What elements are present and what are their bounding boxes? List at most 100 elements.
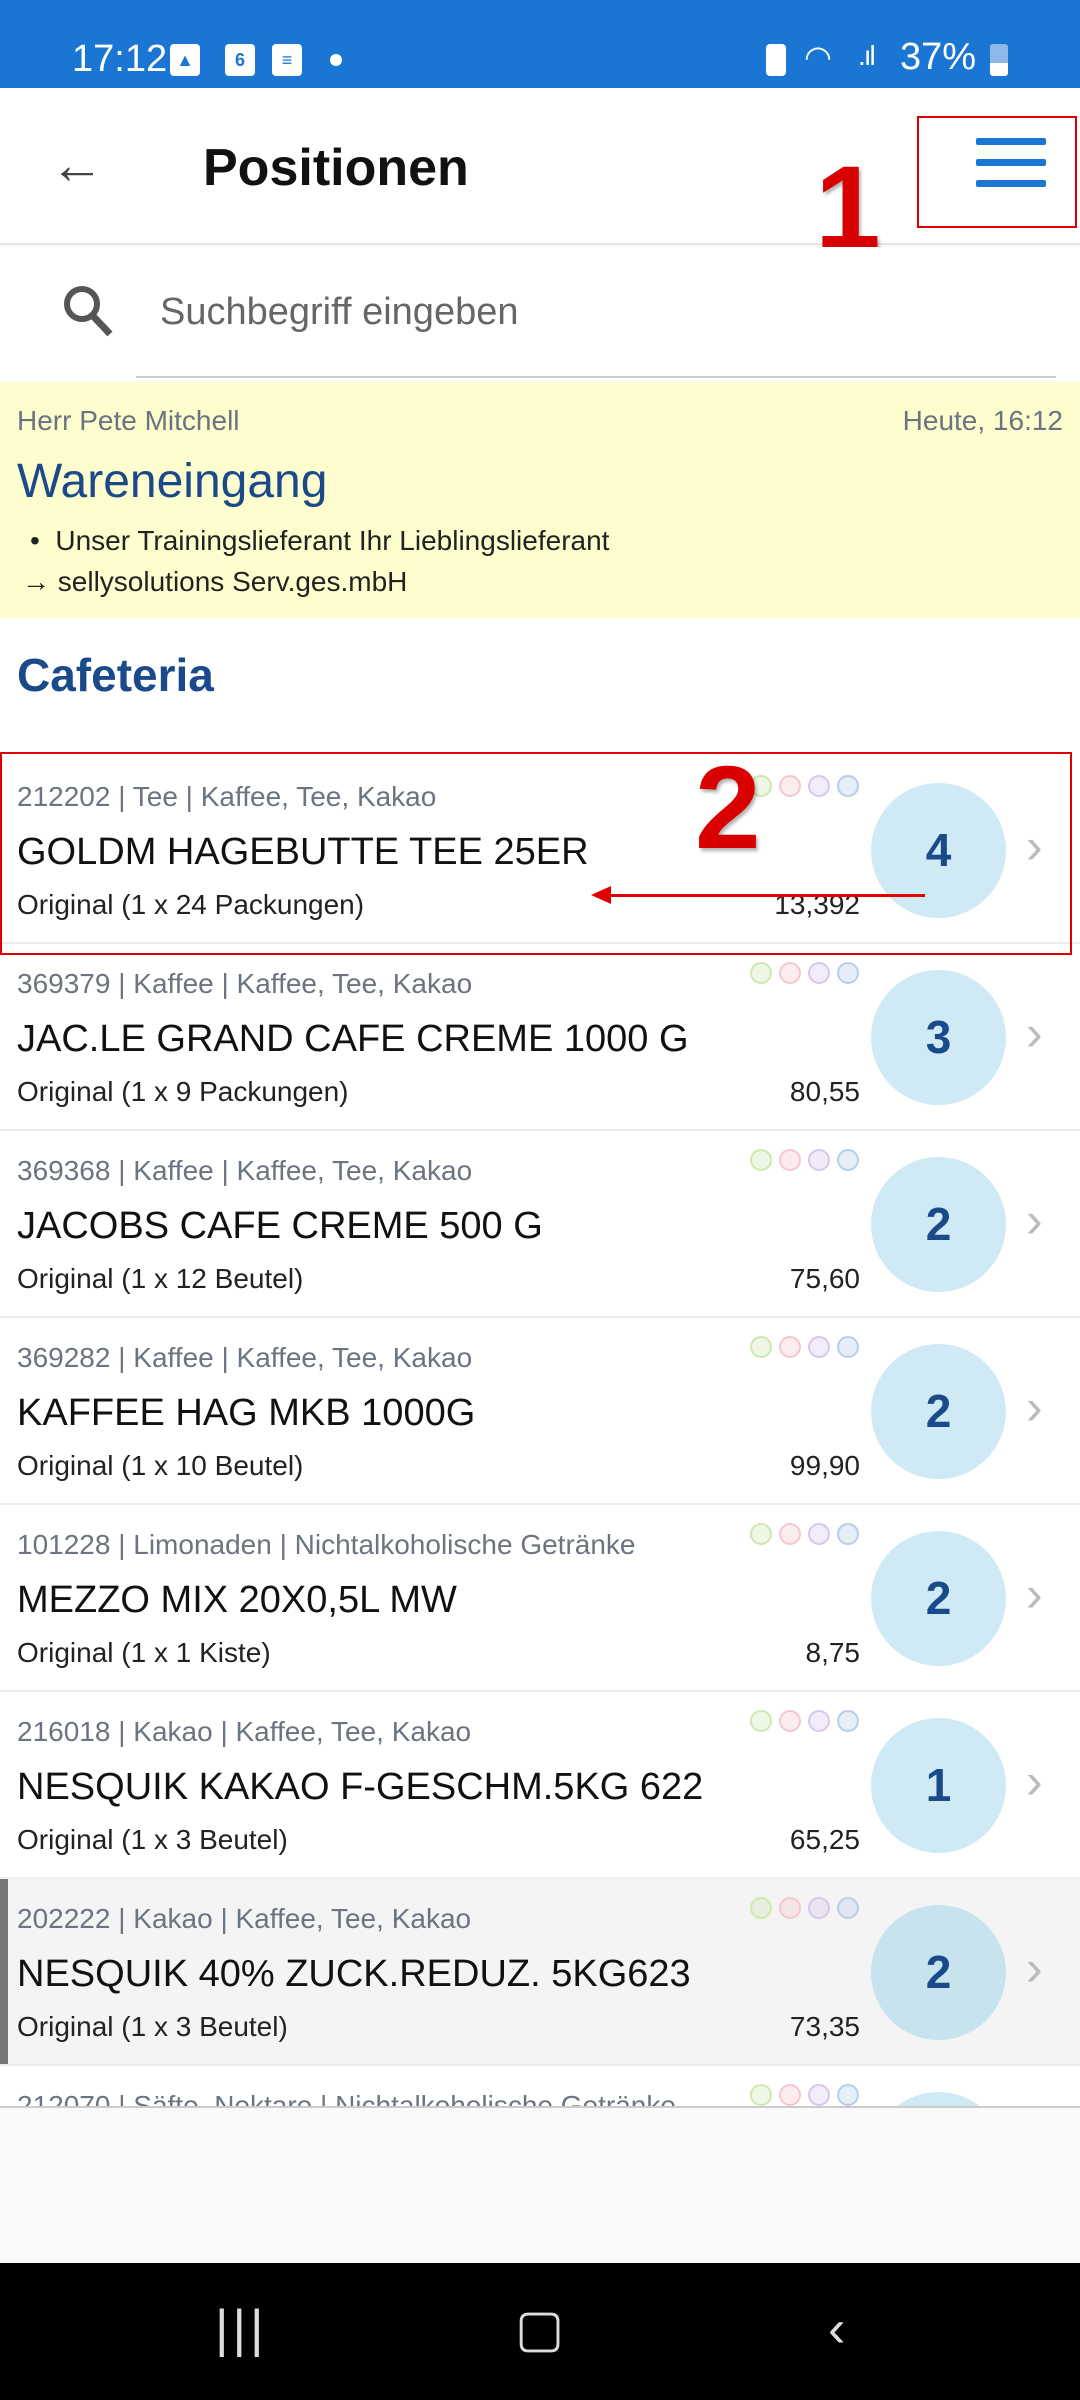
search-input[interactable]: Suchbegriff eingeben <box>160 291 519 333</box>
quantity-badge[interactable]: 2 <box>871 1344 1006 1479</box>
list-item[interactable]: 369368 | Kaffee | Kaffee, Tee, Kakao JAC… <box>0 1131 1080 1318</box>
list-item[interactable]: 216018 | Kakao | Kaffee, Tee, Kakao NESQ… <box>0 1692 1080 1879</box>
status-time: 17:12 <box>72 38 168 80</box>
system-nav-bar: ||| ▢ ‹ <box>0 2263 1080 2400</box>
quantity-badge[interactable]: 1 <box>871 1718 1006 1853</box>
item-meta: 369379 | Kaffee | Kaffee, Tee, Kakao <box>17 968 473 999</box>
item-meta: 216018 | Kakao | Kaffee, Tee, Kakao <box>17 1716 472 1747</box>
chevron-right-icon[interactable]: › <box>1026 1379 1043 1435</box>
quantity-badge[interactable]: 3 <box>871 970 1006 1105</box>
app-bar: ← Positionen <box>0 88 1080 245</box>
chevron-right-icon[interactable]: › <box>1026 818 1043 874</box>
status-dot-icon <box>837 2084 859 2106</box>
item-name: JAC.LE GRAND CAFE CREME 1000 G <box>17 1018 689 1060</box>
status-dot-icon <box>808 775 830 797</box>
status-dot-icon <box>750 1710 772 1732</box>
chevron-right-icon[interactable]: › <box>1026 1753 1043 1809</box>
item-unit: Original (1 x 3 Beutel) <box>17 2011 288 2042</box>
status-dots <box>750 1897 859 1919</box>
back-nav-icon[interactable]: ‹ <box>828 2300 846 2358</box>
section-title: Cafeteria <box>17 649 214 701</box>
item-meta: 101228 | Limonaden | Nichtalkoholische G… <box>17 1529 636 1560</box>
status-dot-icon <box>808 1523 830 1545</box>
notification-dot-icon <box>330 54 342 66</box>
item-name: KAFFEE HAG MKB 1000G <box>17 1392 476 1434</box>
chevron-right-icon[interactable]: › <box>1026 1940 1043 1996</box>
item-unit: Original (1 x 9 Packungen) <box>17 1076 349 1107</box>
chevron-right-icon[interactable]: › <box>1026 1005 1043 1061</box>
positions-list[interactable]: 212202 | Tee | Kaffee, Tee, Kakao GOLDM … <box>0 757 1080 2106</box>
quantity-badge[interactable]: 2 <box>871 1531 1006 1666</box>
item-name: NESQUIK KAKAO F-GESCHM.5KG 622 <box>17 1766 704 1808</box>
status-dot-icon <box>750 1897 772 1919</box>
status-dot-icon <box>779 1336 801 1358</box>
status-dot-icon <box>837 1523 859 1545</box>
status-bar: 17:12 ▲ 6 ≡ ◠ .ıl 37% <box>0 0 1080 88</box>
list-item[interactable]: 212070 | Säfte, Nektare | Nichtalkoholis… <box>0 2066 1080 2106</box>
annotation-marker-2: 2 <box>695 742 761 874</box>
status-dot-icon <box>779 775 801 797</box>
status-dot-icon <box>750 1336 772 1358</box>
quantity-badge[interactable]: 2 <box>871 1157 1006 1292</box>
target-line: → sellysolutions Serv.ges.mbH <box>22 566 408 597</box>
page-title: Positionen <box>203 139 469 197</box>
item-meta: 369368 | Kaffee | Kaffee, Tee, Kakao <box>17 1155 473 1186</box>
item-name: JACOBS CAFE CREME 500 G <box>17 1205 543 1247</box>
wifi-icon: ◠ <box>804 39 832 75</box>
status-dots <box>750 1523 859 1545</box>
item-price: 75,60 <box>789 1263 860 1294</box>
list-item[interactable]: 369282 | Kaffee | Kaffee, Tee, Kakao KAF… <box>0 1318 1080 1505</box>
item-meta: 369282 | Kaffee | Kaffee, Tee, Kakao <box>17 1342 473 1373</box>
status-dot-icon <box>837 1710 859 1732</box>
item-unit: Original (1 x 12 Beutel) <box>17 1263 304 1294</box>
item-unit: Original (1 x 3 Beutel) <box>17 1824 288 1855</box>
document-type: Wareneingang <box>17 455 328 508</box>
chevron-right-icon[interactable]: › <box>1026 1566 1043 1622</box>
quantity-badge[interactable]: 2 <box>871 1905 1006 2040</box>
gallery-icon: ▲ <box>170 44 200 76</box>
item-name: MEZZO MIX 20X0,5L MW <box>17 1579 457 1621</box>
item-unit: Original (1 x 24 Packungen) <box>17 889 365 920</box>
status-dot-icon <box>808 2084 830 2106</box>
customer-name: Herr Pete Mitchell <box>17 405 240 436</box>
search-underline <box>136 376 1056 378</box>
item-price: 8,75 <box>805 1637 861 1668</box>
bullet: • <box>30 525 40 556</box>
list-item[interactable]: 202222 | Kakao | Kaffee, Tee, Kakao NESQ… <box>0 1879 1080 2066</box>
status-dot-icon <box>779 1710 801 1732</box>
calendar-icon: 6 <box>225 44 255 76</box>
status-dot-icon <box>837 962 859 984</box>
status-dot-icon <box>837 1149 859 1171</box>
quantity-badge[interactable]: 4 <box>871 783 1006 918</box>
search-icon <box>64 286 113 337</box>
battery-icon <box>990 44 1008 76</box>
annotation-arrow-icon <box>591 886 925 904</box>
status-dot-icon <box>779 1149 801 1171</box>
status-dot-icon <box>779 1897 801 1919</box>
status-dot-icon <box>808 1897 830 1919</box>
item-price: 99,90 <box>789 1450 860 1481</box>
status-dot-icon <box>779 962 801 984</box>
arrow-back-icon[interactable]: ← <box>50 135 104 195</box>
item-name: NESQUIK 40% ZUCK.REDUZ. 5KG623 <box>17 1953 691 1995</box>
item-price: 73,35 <box>789 2011 860 2042</box>
list-item[interactable]: 369379 | Kaffee | Kaffee, Tee, Kakao JAC… <box>0 944 1080 1131</box>
annotation-box-1 <box>917 116 1077 228</box>
document-banner: Herr Pete Mitchell Heute, 16:12 Warenein… <box>0 382 1080 618</box>
section-header: Cafeteria <box>0 618 1080 757</box>
status-dots <box>750 1336 859 1358</box>
chevron-right-icon[interactable]: › <box>1026 1192 1043 1248</box>
quantity-badge[interactable] <box>871 2092 1006 2106</box>
list-item[interactable]: 212202 | Tee | Kaffee, Tee, Kakao GOLDM … <box>0 757 1080 944</box>
item-price: 65,25 <box>789 1824 860 1855</box>
list-item[interactable]: 101228 | Limonaden | Nichtalkoholische G… <box>0 1505 1080 1692</box>
status-dot-icon <box>808 1710 830 1732</box>
status-dot-icon <box>750 1149 772 1171</box>
hamburger-menu-icon[interactable] <box>976 138 1046 188</box>
supplier-name: Unser Trainingslieferant Ihr Lieblingsli… <box>55 525 610 556</box>
home-icon[interactable]: ▢ <box>515 2300 565 2358</box>
status-dot-icon <box>750 1523 772 1545</box>
search-bar[interactable]: Suchbegriff eingeben <box>0 247 1080 380</box>
item-meta: 212070 | Säfte, Nektare | Nichtalkoholis… <box>17 2090 676 2106</box>
recent-apps-icon[interactable]: ||| <box>215 2300 268 2358</box>
